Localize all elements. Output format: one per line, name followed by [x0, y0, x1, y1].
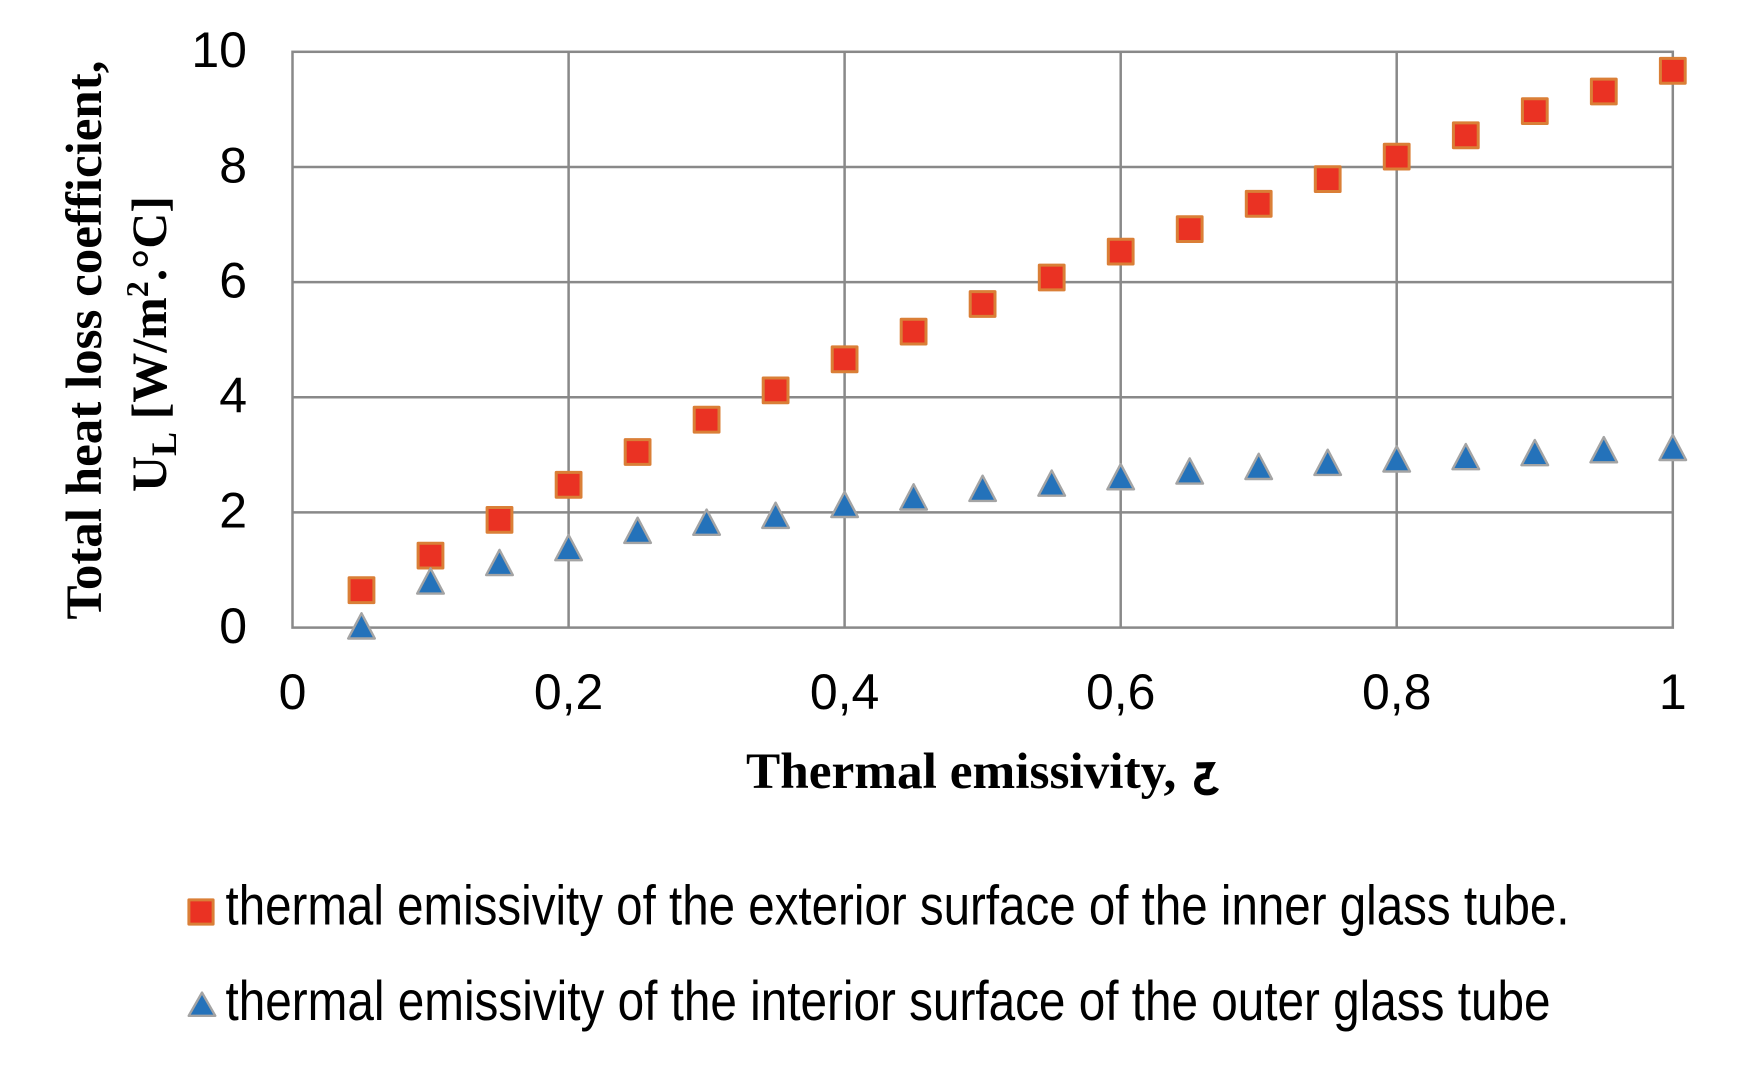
svg-text:0,4: 0,4 [810, 664, 880, 720]
svg-text:UL [W/m2.°C]: UL [W/m2.°C] [119, 196, 184, 492]
svg-text:0: 0 [219, 598, 247, 654]
svg-text:1: 1 [1659, 664, 1687, 720]
svg-text:0: 0 [279, 664, 307, 720]
svg-text:0,2: 0,2 [534, 664, 604, 720]
svg-text:Total heat loss coefficient,: Total heat loss coefficient, [57, 60, 113, 619]
svg-text:thermal emissivity of the inte: thermal emissivity of the interior surfa… [226, 969, 1551, 1032]
svg-text:6: 6 [219, 252, 247, 308]
svg-text:8: 8 [219, 137, 247, 193]
svg-text:0,6: 0,6 [1086, 664, 1156, 720]
svg-text:10: 10 [191, 22, 247, 78]
svg-text:2: 2 [219, 483, 247, 539]
svg-text:Thermal emissivity,: Thermal emissivity, [746, 743, 1176, 800]
svg-text:4: 4 [219, 368, 247, 424]
svg-text:0,8: 0,8 [1362, 664, 1432, 720]
svg-text:thermal emissivity of the exte: thermal emissivity of the exterior surfa… [226, 874, 1570, 937]
